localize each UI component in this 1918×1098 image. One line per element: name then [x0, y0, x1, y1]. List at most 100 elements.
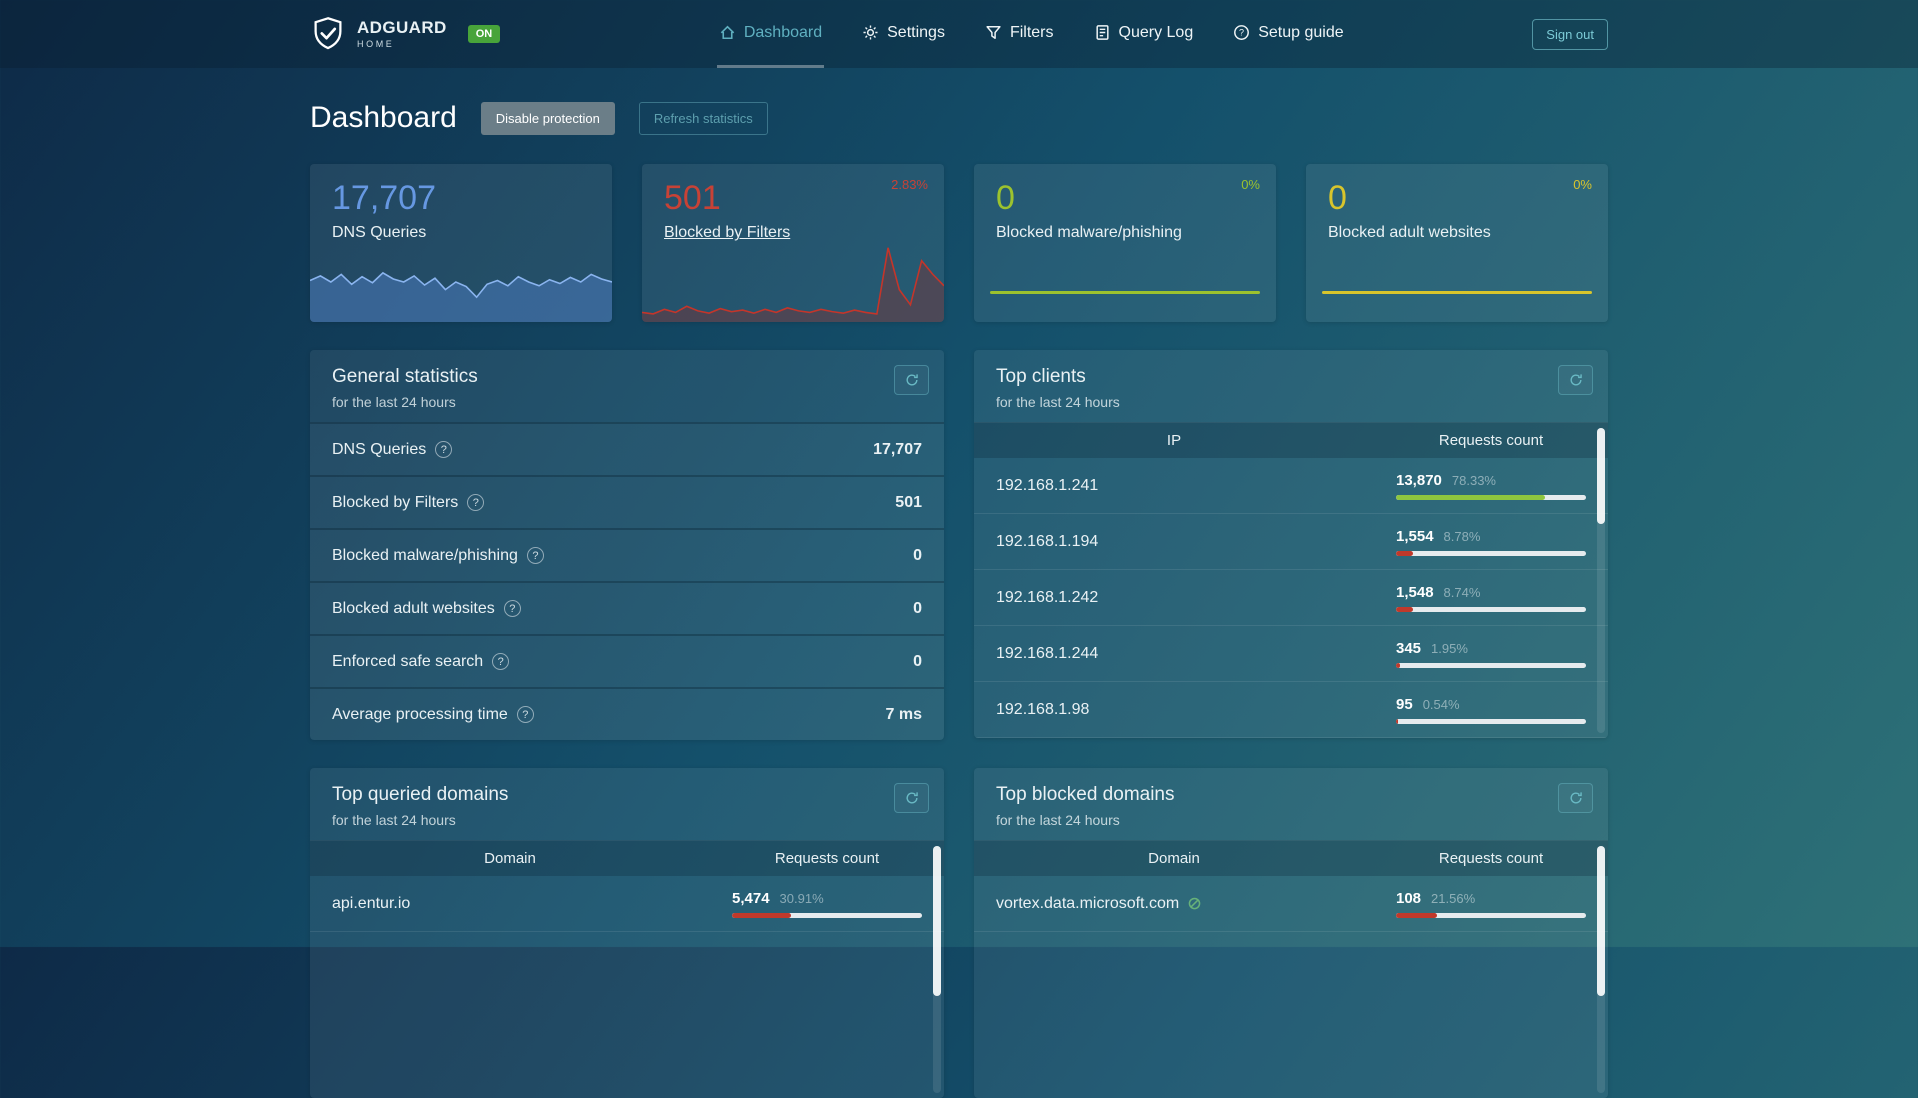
help-icon[interactable]: ?	[503, 600, 521, 617]
stat-row-value: 501	[895, 493, 922, 511]
client-ip[interactable]: 192.168.1.244	[996, 644, 1099, 662]
requests-percent: 8.74%	[1443, 584, 1481, 600]
blocked-domain[interactable]: vortex.data.microsoft.com	[996, 894, 1180, 912]
scrollbar[interactable]	[933, 846, 941, 1093]
nav-item-settings[interactable]: Settings	[860, 0, 947, 68]
table-row[interactable]: 192.168.1.241 13,870 78.33%	[974, 458, 1608, 514]
card-subtitle: for the last 24 hours	[332, 812, 456, 828]
scrollbar-track[interactable]	[1597, 428, 1605, 733]
home-icon	[719, 24, 736, 41]
requests-count: 13,870	[1396, 471, 1442, 489]
general-statistics-card: General statistics for the last 24 hours…	[310, 350, 944, 740]
stat-row-label: Enforced safe search	[332, 652, 484, 670]
scrollbar[interactable]	[1597, 428, 1605, 733]
card-refresh-button[interactable]	[1558, 783, 1593, 813]
stat-row-label: Blocked adult websites	[332, 599, 495, 617]
requests-count: 108	[1396, 889, 1422, 907]
gear-icon	[862, 24, 879, 41]
card-refresh-button[interactable]	[1558, 365, 1593, 395]
scrollbar[interactable]	[1597, 846, 1605, 1093]
table-row[interactable]: 192.168.1.98 95 0.54%	[974, 682, 1608, 738]
nav-item-label: Settings	[887, 23, 945, 41]
help-icon[interactable]: ?	[492, 653, 510, 670]
column-header-ip[interactable]: IP	[1166, 432, 1182, 449]
requests-percent: 8.78%	[1443, 528, 1481, 544]
progress-bar-fill	[1396, 494, 1545, 500]
nav-item-query-log[interactable]: Query Log	[1092, 0, 1196, 68]
table-row[interactable]: 192.168.1.194 1,554 8.78%	[974, 514, 1608, 570]
table-row[interactable]: 192.168.1.242 1,548 8.74%	[974, 570, 1608, 626]
brand-sub: HOME	[357, 39, 395, 49]
column-header-requests-count[interactable]: Requests count	[774, 850, 880, 867]
card-title: Top clients	[996, 366, 1086, 387]
shield-check-icon	[310, 16, 346, 52]
scrollbar-thumb[interactable]	[1597, 428, 1605, 524]
table-header: IP Requests count	[974, 422, 1608, 458]
refresh-statistics-button[interactable]: Refresh statistics	[638, 101, 768, 135]
sign-out-button[interactable]: Sign out	[1532, 18, 1608, 50]
general-statistics-rows: DNS Queries ? 17,707 Blocked by Filters …	[310, 422, 944, 740]
client-ip[interactable]: 192.168.1.194	[996, 532, 1099, 550]
help-icon[interactable]: ?	[435, 441, 453, 458]
stat-row-blocked-malware-phishing: Blocked malware/phishing ? 0	[310, 528, 944, 581]
card-subtitle: for the last 24 hours	[332, 394, 456, 410]
card-title: Top queried domains	[332, 784, 509, 805]
top-queried-rows: api.entur.io 5,474 30.91%	[310, 876, 944, 932]
help-icon[interactable]: ?	[467, 494, 485, 511]
disable-protection-button[interactable]: Disable protection	[480, 101, 615, 135]
stat-row-label: DNS Queries	[332, 440, 427, 458]
client-ip[interactable]: 192.168.1.98	[996, 700, 1090, 718]
stat-card-dns-queries: 17,707 DNS Queries	[310, 164, 612, 322]
stat-row-label: Blocked by Filters	[332, 493, 459, 511]
table-row[interactable]: 192.168.1.244 345 1.95%	[974, 626, 1608, 682]
progress-bar-fill	[1396, 606, 1413, 612]
progress-bar-fill	[1396, 550, 1413, 556]
stat-card-blocked-by-filters: 2.83% 501 Blocked by Filters	[642, 164, 944, 322]
column-header-requests-count[interactable]: Requests count	[1438, 432, 1544, 449]
top-nav: ADGUARD HOME ON Dashboard Settings Filte…	[0, 0, 1918, 68]
stat-label[interactable]: Blocked by Filters	[664, 224, 791, 242]
progress-bar	[732, 912, 922, 918]
client-ip[interactable]: 192.168.1.242	[996, 588, 1099, 606]
scrollbar-thumb[interactable]	[1597, 846, 1605, 996]
table-header: Domain Requests count	[310, 840, 944, 876]
column-header-requests-count[interactable]: Requests count	[1438, 850, 1544, 867]
nav-item-label: Dashboard	[743, 23, 823, 41]
stat-row-value: 0	[913, 546, 922, 564]
requests-percent: 1.95%	[1431, 640, 1468, 656]
card-title: General statistics	[332, 366, 478, 387]
protection-on-badge: ON	[467, 25, 501, 43]
requests-count: 345	[1396, 639, 1422, 657]
requests-count: 95	[1396, 695, 1413, 713]
stat-percent: 0%	[1241, 177, 1260, 192]
stat-row-label: Average processing time	[332, 705, 508, 723]
progress-bar	[1396, 550, 1586, 556]
stat-label: DNS Queries	[332, 224, 427, 242]
card-refresh-button[interactable]	[894, 783, 929, 813]
stat-label: Blocked malware/phishing	[996, 224, 1182, 242]
client-ip[interactable]: 192.168.1.241	[996, 476, 1099, 494]
help-icon[interactable]: ?	[516, 706, 534, 723]
table-row[interactable]: api.entur.io 5,474 30.91%	[310, 876, 944, 932]
card-subtitle: for the last 24 hours	[996, 394, 1120, 410]
nav-item-filters[interactable]: Filters	[983, 0, 1056, 68]
refresh-icon	[1569, 791, 1583, 805]
stat-sparkline	[642, 242, 944, 322]
card-refresh-button[interactable]	[894, 365, 929, 395]
progress-bar-fill	[1396, 662, 1400, 668]
stat-sparkline	[310, 242, 612, 322]
brand-name: ADGUARD	[357, 18, 447, 37]
stat-zero-line	[1322, 291, 1592, 294]
nav-item-label: Setup guide	[1258, 23, 1344, 41]
stat-percent: 0%	[1573, 177, 1592, 192]
requests-percent: 30.91%	[779, 890, 824, 906]
stat-value: 0	[996, 179, 1015, 217]
nav-item-setup-guide[interactable]: ? Setup guide	[1231, 0, 1345, 68]
queried-domain[interactable]: api.entur.io	[332, 894, 411, 912]
table-row[interactable]: vortex.data.microsoft.com 108 21.56%	[974, 876, 1608, 932]
scrollbar-thumb[interactable]	[933, 846, 941, 996]
help-icon[interactable]: ?	[526, 547, 544, 564]
column-header-domain[interactable]: Domain	[484, 850, 536, 867]
column-header-domain[interactable]: Domain	[1148, 850, 1200, 867]
nav-item-dashboard[interactable]: Dashboard	[716, 0, 825, 68]
